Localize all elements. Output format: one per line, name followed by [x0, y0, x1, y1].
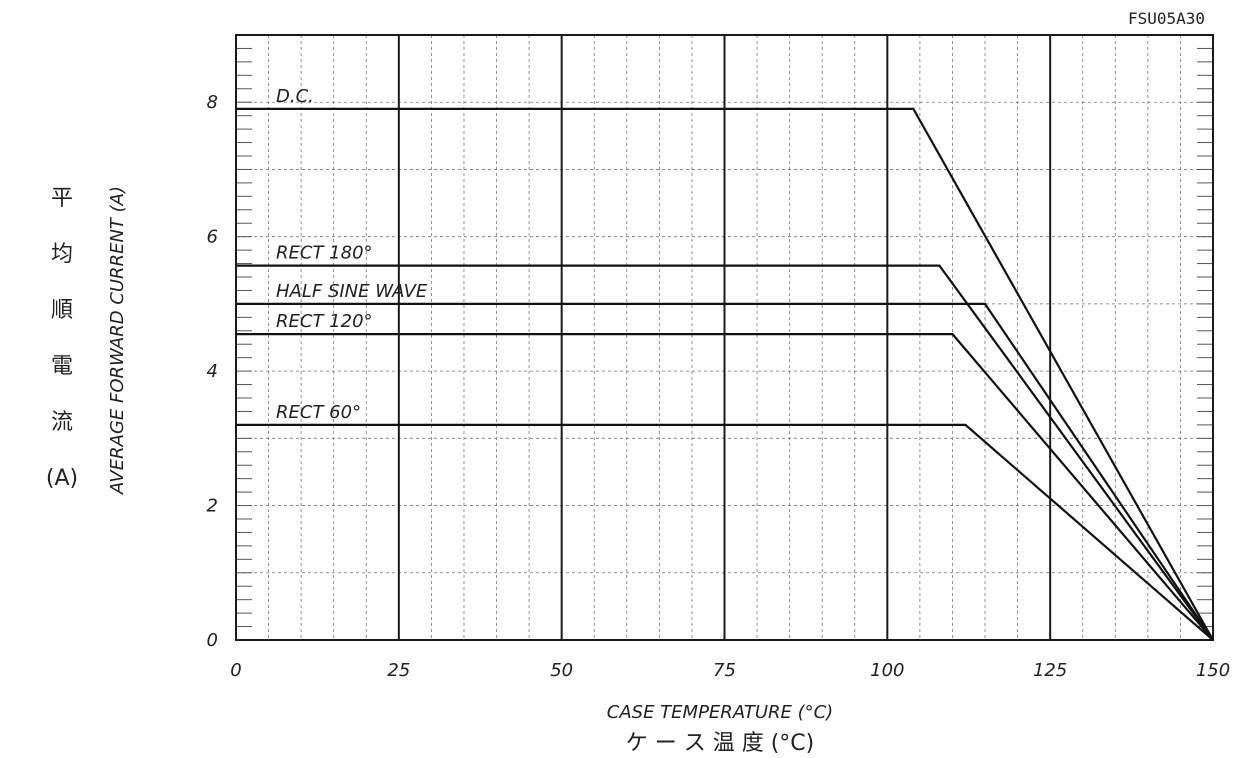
- plot-frame: [235, 34, 1214, 641]
- series-line-0: [236, 107, 1214, 641]
- y-axis-title-japanese-char: (A): [46, 466, 78, 491]
- series-line-2: [236, 302, 1214, 641]
- x-tick-label: 50: [550, 660, 573, 681]
- y-axis-title-japanese-char: 順: [51, 298, 73, 323]
- x-tick-label: 100: [870, 660, 904, 681]
- x-tick-label: 75: [713, 660, 736, 681]
- x-axis-title: CASE TEMPERATURE (°C): [607, 702, 833, 723]
- y-axis-title-japanese-char: 流: [51, 410, 73, 435]
- y-tick-label: 0: [207, 630, 218, 651]
- x-tick-label: 0: [230, 660, 241, 681]
- y-tick-labels: 0 2 4 6 8: [207, 92, 218, 651]
- x-tick-label: 150: [1196, 660, 1230, 681]
- y-tick-label: 6: [207, 227, 218, 248]
- y-tick-label: 2: [207, 496, 218, 517]
- y-axis-title-japanese-char: 平: [51, 186, 73, 211]
- series-label-4: RECT 60°: [276, 402, 361, 423]
- y-axis-title: AVERAGE FORWARD CURRENT (A): [107, 186, 128, 495]
- y-tick-label: 4: [207, 361, 218, 382]
- series-label-2: HALF SINE WAVE: [276, 281, 428, 302]
- x-tick-label: 125: [1033, 660, 1067, 681]
- part-number: FSU05A30: [1128, 9, 1205, 28]
- series-line-3: [236, 333, 1214, 641]
- major-grid: [397, 35, 1052, 640]
- series-lines: [236, 107, 1214, 641]
- series-line-1: [236, 264, 1214, 641]
- x-axis-title-japanese: ケ ー ス 温 度 (°C): [626, 731, 815, 756]
- y-tick-label: 8: [207, 92, 218, 113]
- series-label-0: D.C.: [276, 86, 314, 107]
- series-label-1: RECT 180°: [276, 243, 373, 264]
- series-label-3: RECT 120°: [276, 311, 373, 332]
- y-axis-title-japanese-char: 均: [51, 242, 73, 267]
- y-axis-title-japanese-char: 電: [51, 354, 73, 379]
- series-labels: D.C. RECT 180° HALF SINE WAVE RECT 120° RECT…: [276, 86, 428, 423]
- series-line-4: [236, 423, 1214, 641]
- x-tick-label: 25: [387, 660, 410, 681]
- x-tick-labels: 0 25 50 75 100 125 150: [230, 660, 1230, 681]
